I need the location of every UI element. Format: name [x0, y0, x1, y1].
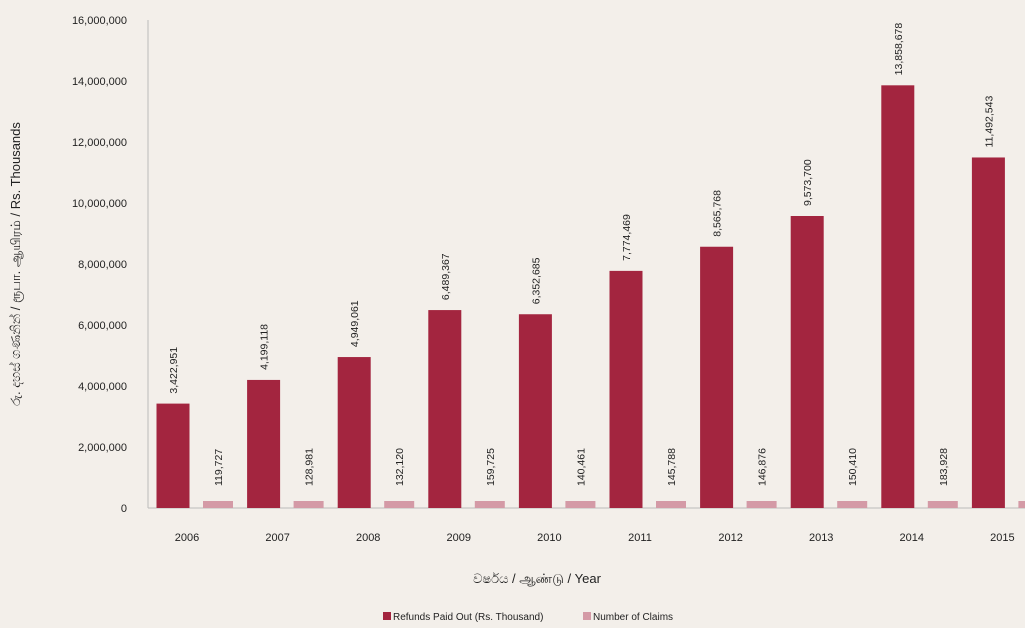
bar-refunds [881, 85, 915, 509]
bar-claims [384, 501, 415, 508]
legend-swatch-claims [583, 612, 591, 620]
y-tick-label: 4,000,000 [78, 381, 127, 393]
bar-refunds [790, 216, 824, 509]
x-tick-label: 2014 [900, 532, 924, 544]
bar-refunds [156, 403, 190, 508]
x-axis-ticks: 2006 2007 2008 2009 2010 2011 2012 2013 2014 2015 [175, 532, 1015, 544]
bar-refunds [428, 310, 462, 508]
legend: Refunds Paid Out (Rs. Thousand) Number o… [383, 612, 673, 623]
bar-claims [565, 501, 596, 508]
y-tick-label: 0 [121, 503, 127, 515]
x-tick-label: 2007 [265, 532, 289, 544]
bar-claims [293, 501, 324, 508]
y-tick-label: 16,000,000 [72, 15, 127, 27]
bars [156, 85, 1025, 509]
x-tick-label: 2010 [537, 532, 561, 544]
y-tick-label: 14,000,000 [72, 76, 127, 88]
bar-refunds [700, 246, 734, 508]
bar-refunds [247, 379, 281, 508]
bar-refunds [609, 270, 643, 508]
data-labels: 3,422,951 4,199,118 4,949,061 6,489,367 6,35… [168, 23, 995, 486]
x-tick-label: 2006 [175, 532, 199, 544]
x-axis-title: වර්ෂය / ஆண்டு / Year [473, 571, 602, 586]
data-label-claims: 119,727 [213, 449, 225, 486]
data-label-refunds: 3,422,951 [168, 347, 180, 394]
bar-claims [656, 501, 686, 508]
data-label-refunds: 11,492,543 [983, 96, 995, 148]
data-label-refunds: 4,949,061 [349, 300, 361, 347]
data-label-refunds: 6,352,685 [530, 257, 542, 304]
data-label-refunds: 9,573,700 [802, 159, 814, 206]
data-label-claims: 145,788 [666, 448, 678, 486]
data-label-claims: 150,410 [847, 448, 859, 486]
data-label-claims: 159,725 [485, 448, 497, 486]
y-tick-label: 8,000,000 [78, 259, 127, 271]
y-axis-title: රු. දහස් ගණනින් / ரூபா. ஆயிரம் / Rs. Tho… [8, 122, 24, 406]
y-tick-label: 12,000,000 [72, 137, 127, 149]
bar-refunds [337, 357, 371, 508]
data-label-claims: 140,461 [575, 448, 587, 486]
bar-claims [203, 501, 233, 508]
x-tick-label: 2011 [628, 532, 652, 544]
y-tick-label: 10,000,000 [72, 198, 127, 210]
bar-refunds [971, 157, 1005, 509]
y-axis-title-group: රු. දහස් ගණනින් / ரூபா. ஆயிரம் / Rs. Tho… [8, 122, 24, 406]
legend-swatch-refunds [383, 612, 391, 620]
data-label-claims: 132,120 [394, 448, 406, 486]
x-tick-label: 2015 [990, 532, 1014, 544]
data-label-refunds: 7,774,469 [621, 214, 633, 261]
bar-claims [746, 501, 777, 508]
data-label-refunds: 8,565,768 [712, 190, 724, 237]
x-tick-label: 2013 [809, 532, 833, 544]
bar-claims [1018, 501, 1025, 508]
data-label-claims: 128,981 [304, 448, 316, 486]
y-axis-ticks: 0 2,000,000 4,000,000 6,000,000 8,000,000 10,… [72, 15, 127, 515]
data-label-refunds: 6,489,367 [440, 253, 452, 300]
data-label-claims: 183,928 [938, 448, 950, 486]
bar-claims [837, 501, 868, 508]
data-label-refunds: 13,858,678 [893, 23, 905, 76]
y-tick-label: 6,000,000 [78, 320, 127, 332]
legend-label-claims: Number of Claims [593, 612, 673, 623]
bar-claims [474, 501, 505, 508]
y-tick-label: 2,000,000 [78, 442, 127, 454]
x-tick-label: 2008 [356, 532, 380, 544]
data-label-claims: 146,876 [757, 448, 769, 486]
x-tick-label: 2009 [447, 532, 471, 544]
x-tick-label: 2012 [718, 532, 742, 544]
legend-label-refunds: Refunds Paid Out (Rs. Thousand) [393, 612, 543, 623]
bar-refunds [518, 314, 552, 508]
bar-claims [927, 501, 958, 508]
data-label-refunds: 4,199,118 [259, 324, 271, 370]
